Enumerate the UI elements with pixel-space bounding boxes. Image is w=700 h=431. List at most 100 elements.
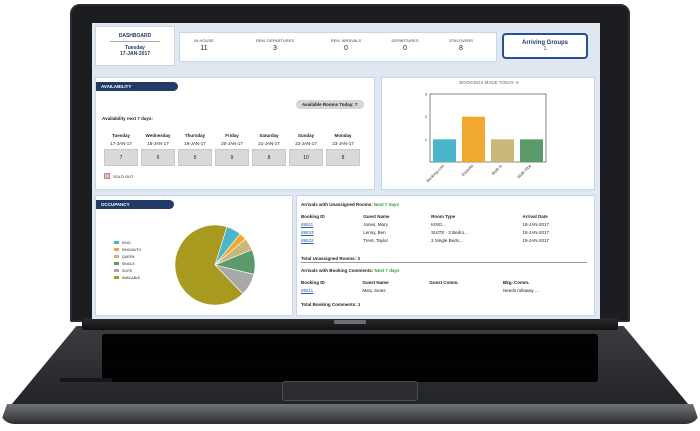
column-header: Bkg. Comm. xyxy=(502,279,530,285)
table-cell: Trent, Taylor xyxy=(363,237,388,243)
arrivals-total: Total Unassigned Rooms: 3 xyxy=(301,256,360,261)
column-header: Guest Comm. xyxy=(429,279,459,285)
bar xyxy=(520,139,543,162)
day-availability-cell[interactable]: 9 xyxy=(215,149,249,166)
legend-label: SINGLE xyxy=(122,261,135,266)
available-rooms-badge: Available Rooms Today: 7 xyxy=(296,100,364,109)
legend-swatch xyxy=(114,248,119,251)
table-cell: 18-JAN-2017 xyxy=(522,229,550,235)
day-column: Friday 20-JAN-17 9 xyxy=(215,133,249,166)
day-column: Monday 23-JAN-17 8 xyxy=(326,133,360,166)
table-row: 88611 Mary Jones Needs rollaway ... xyxy=(299,286,589,294)
stats-bar: IN HOUSE 11 REM. DEPARTURES 3 REM. ARRIVAL… xyxy=(179,32,497,62)
indicator-strip xyxy=(60,378,112,382)
day-name: Wednesday xyxy=(145,133,171,138)
day-availability-cell[interactable]: 8 xyxy=(252,149,286,166)
legend-label: KING xyxy=(122,240,131,245)
day-name: Monday xyxy=(334,133,352,138)
comments-title: Arrivals with Booking Comments: Next 7 d… xyxy=(301,268,400,273)
availability-header: AVAILABILITY xyxy=(96,82,178,91)
day-column: Sunday 22-JAN-17 10 xyxy=(289,133,323,166)
column-header: Room Type xyxy=(431,213,456,219)
x-tick-label: Booking.com xyxy=(425,163,445,183)
legend-item: QUEEN xyxy=(114,253,141,260)
brand-logo xyxy=(334,320,366,324)
stat-stayovers: STAYOVERS 8 xyxy=(449,38,473,52)
bookings-bar-chart: 1 2 3 Booking.com Expedia Walk In Walk Vibe xyxy=(425,92,547,183)
day-availability-cell[interactable]: 7 xyxy=(104,149,138,166)
legend-label: SUITE xyxy=(122,268,133,273)
day-availability-cell[interactable]: 6 xyxy=(141,149,175,166)
table-row: 88833 Lenny, Ben SUITE - 2 Bedro... 18-JAN-… xyxy=(299,228,589,236)
day-name: Saturday xyxy=(259,133,279,138)
day-name: Thursday xyxy=(184,133,206,138)
legend-item: SINGLE xyxy=(114,260,141,267)
day-availability-cell[interactable]: 5 xyxy=(178,149,212,166)
legend-item: SUITE xyxy=(114,267,141,274)
stat-in-house: IN HOUSE 11 xyxy=(194,38,214,52)
table-cell: 19-JAN-2017 xyxy=(522,237,550,243)
legend-swatch xyxy=(114,269,119,272)
day-column: Wednesday 18-JAN-17 6 xyxy=(141,133,175,166)
column-header: Booking ID xyxy=(301,279,325,285)
sold-out-swatch xyxy=(104,173,110,179)
y-tick-label: 1 xyxy=(425,137,428,142)
dashboard-card: DASHBOARD Tuesday 17-JAN-2017 xyxy=(95,26,175,66)
availability-panel: AVAILABILITY Available Rooms Today: 7 Av… xyxy=(95,77,375,190)
legend-label: KING/AUTO xyxy=(122,247,142,252)
stat-rem-departures: REM. DEPARTURES 3 xyxy=(255,38,295,52)
stat-rem-arrivals: REM. ARRIVALS 0 xyxy=(330,38,362,52)
day-name: Friday xyxy=(225,133,239,138)
booking-id-link[interactable]: 88611 xyxy=(301,221,314,227)
table-cell: Mary Jones xyxy=(362,287,386,293)
column-header: Arrival Date xyxy=(522,213,548,219)
table-cell: 18-JAN-2017 xyxy=(522,221,550,227)
touchpad xyxy=(282,381,418,401)
bookings-chart-panel: BOOKINGS MADE TODAY: 5 1 2 3 Booking.com Exp… xyxy=(381,77,595,190)
booking-id-link[interactable]: 88611 xyxy=(301,287,314,293)
booking-id-link[interactable]: 88833 xyxy=(301,229,314,235)
bar xyxy=(462,116,485,162)
x-tick-label: Walk In xyxy=(490,163,503,176)
table-cell: KING... xyxy=(431,221,446,227)
legend-swatch xyxy=(114,276,119,279)
pie-slice xyxy=(174,224,244,306)
day-date: 18-JAN-17 xyxy=(147,141,169,146)
comments-table: Booking ID Guest Name Guest Comm. Bkg. Comm… xyxy=(299,278,589,294)
arrivals-title: Arrivals with Unassigned Rooms: Next 7 d… xyxy=(301,202,400,207)
day-date: 19-JAN-17 xyxy=(184,141,206,146)
table-cell: Lenny, Ben xyxy=(363,229,386,235)
x-tick-label: Walk Vibe xyxy=(516,163,533,180)
day-date: 22-JAN-17 xyxy=(295,141,317,146)
booking-id-link[interactable]: 88632 xyxy=(301,237,314,243)
screen: DASHBOARD Tuesday 17-JAN-2017 IN HOUSE 11… xyxy=(92,23,600,319)
arriving-groups-button[interactable]: Arriving Groups 1 xyxy=(502,33,588,59)
stat-departures: DEPARTURES 0 xyxy=(391,38,419,52)
availability-subtitle: Availability next 7 days: xyxy=(102,116,153,121)
dashboard-title: DASHBOARD xyxy=(118,33,152,39)
availability-days: Tuesday 17-JAN-17 7 Wednesday 18-JAN-17 6 Thur… xyxy=(104,133,364,173)
day-name: Sunday xyxy=(297,133,315,138)
laptop-hinge xyxy=(82,318,618,330)
table-cell: Needs rollaway ... xyxy=(502,287,539,293)
legend-swatch xyxy=(114,255,119,258)
occupancy-panel: OCCUPANCY KING KING/AUTO QUEEN SINGLE SUITE A… xyxy=(95,195,293,316)
occupancy-legend: KING KING/AUTO QUEEN SINGLE SUITE AVAILABLE xyxy=(114,239,141,281)
dashboard-date: 17-JAN-2017 xyxy=(119,51,151,57)
day-column: Saturday 21-JAN-17 8 xyxy=(252,133,286,166)
table-row: 88632 Trent, Taylor 2 Single Beds... 19-JAN… xyxy=(299,236,589,244)
legend-swatch xyxy=(114,262,119,265)
table-cell: 2 Single Beds... xyxy=(431,237,463,243)
day-availability-cell[interactable]: 8 xyxy=(326,149,360,166)
legend-swatch xyxy=(114,241,119,244)
day-date: 20-JAN-17 xyxy=(221,141,243,146)
day-availability-cell[interactable]: 10 xyxy=(289,149,323,166)
table-cell: Jones, Mary xyxy=(363,221,388,227)
day-date: 17-JAN-17 xyxy=(110,141,132,146)
legend-label: QUEEN xyxy=(122,254,135,259)
occupancy-header: OCCUPANCY xyxy=(96,200,174,209)
day-column: Thursday 19-JAN-17 5 xyxy=(178,133,212,166)
arrivals-table: Booking ID Guest Name Room Type Arrival Dat… xyxy=(299,212,589,244)
table-row: 88611 Jones, Mary KING... 18-JAN-2017 xyxy=(299,220,589,228)
